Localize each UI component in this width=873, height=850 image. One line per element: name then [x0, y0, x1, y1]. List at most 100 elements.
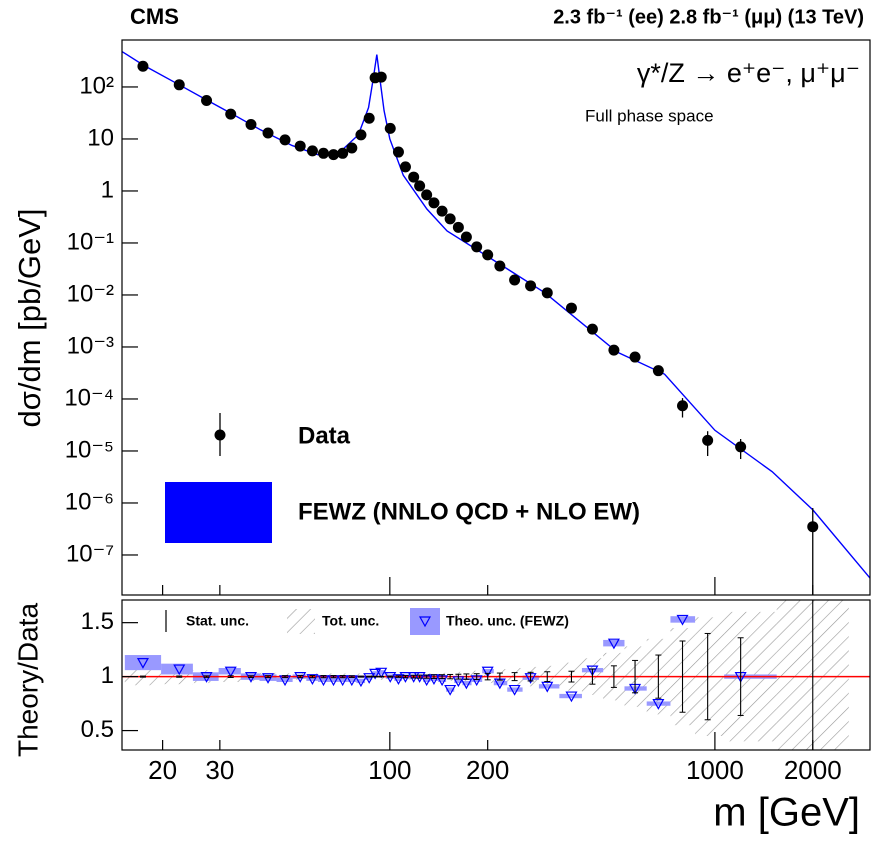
- data-point: [337, 147, 349, 159]
- y-axis-label: dσ/dm [pb/GeV]: [12, 208, 47, 427]
- data-point: [436, 205, 448, 217]
- theory-unc-box: [454, 678, 463, 684]
- experiment-label: CMS: [130, 4, 179, 29]
- ratio-marker: [703, 575, 713, 584]
- theory-unc-box: [394, 676, 402, 681]
- legend-icon: [410, 608, 440, 635]
- ratio-axis-label: Theory/Data: [12, 603, 43, 757]
- data-point: [346, 142, 358, 154]
- y-tick-label: 10⁻¹: [67, 228, 114, 255]
- luminosity-label: 2.3 fb⁻¹ (ee) 2.8 fb⁻¹ (μμ) (13 TeV): [553, 6, 864, 28]
- data-point: [471, 241, 483, 253]
- ratio-marker: [136, 657, 149, 669]
- theory-unc-box: [695, 576, 724, 582]
- legend-icon: [287, 609, 315, 634]
- data-point: [482, 249, 494, 261]
- data-point: [702, 434, 714, 446]
- annotation: Full phase space: [585, 106, 714, 125]
- theory-unc-box: [317, 677, 329, 683]
- ratio-marker: [392, 674, 405, 686]
- data-point: [735, 441, 747, 453]
- y-tick-label: 10⁻⁷: [66, 540, 114, 567]
- y-tick-label: 10: [87, 124, 114, 151]
- theory-unc-box: [378, 670, 386, 675]
- plot-frame: [121, 39, 871, 596]
- theory-unc-box: [365, 675, 373, 680]
- data-point: [375, 71, 387, 83]
- theory-unc-box: [538, 684, 560, 689]
- theory-unc-box: [559, 693, 582, 699]
- data-point: [428, 197, 440, 209]
- data-point: [541, 287, 553, 299]
- data-point: [460, 231, 472, 243]
- data-point: [677, 400, 689, 412]
- data-point: [355, 129, 367, 141]
- data-point: [452, 221, 464, 233]
- legend-icon: [418, 616, 432, 628]
- data-point: [279, 134, 291, 146]
- ratio-marker: [676, 614, 689, 626]
- ratio-marker: [607, 638, 620, 650]
- ratio-marker: [363, 673, 376, 684]
- data-point: [328, 149, 340, 161]
- data-point: [201, 94, 213, 106]
- y-tick-label: 0.5: [81, 716, 114, 743]
- theory-unc-box: [306, 676, 318, 681]
- y-tick-label: 1.5: [81, 608, 114, 635]
- data-point: [444, 213, 456, 225]
- y-tick-label: 10⁻²: [67, 280, 114, 307]
- ratio-marker: [306, 674, 319, 686]
- theory-unc-box: [493, 680, 508, 686]
- theory-unc-box: [372, 671, 379, 676]
- data-point: [262, 127, 274, 139]
- theory-unc-box: [423, 677, 431, 683]
- legend-label: Theo. unc. (FEWZ): [446, 613, 569, 629]
- data-point: [137, 60, 149, 72]
- x-tick-label: 2000: [784, 755, 842, 785]
- x-axis-label: m [GeV]: [713, 791, 860, 835]
- theory-unc-box: [338, 677, 348, 683]
- data-point: [306, 145, 318, 157]
- y-tick-label: 10⁻⁵: [65, 436, 114, 463]
- plot-frame: [121, 599, 871, 751]
- y-tick-label: 10⁻³: [67, 332, 114, 359]
- ratio-marker: [375, 667, 388, 679]
- legend-label: FEWZ (NNLO QCD + NLO EW): [298, 498, 640, 525]
- ratio-marker: [565, 691, 578, 703]
- plot-area: [122, 575, 870, 750]
- data-point: [392, 146, 404, 158]
- process-label: γ*/Z → e⁺e⁻, μ⁺μ⁻: [637, 58, 860, 88]
- theory-unc-box: [347, 677, 357, 683]
- theory-unc-box: [462, 680, 472, 686]
- ratio-marker: [294, 672, 307, 683]
- ratio-marker: [508, 684, 521, 696]
- y-tick-label: 10⁻⁴: [64, 384, 114, 411]
- ratio-marker: [369, 668, 382, 680]
- ratio-marker: [224, 666, 237, 678]
- data-point: [421, 189, 433, 201]
- data-point: [586, 323, 598, 335]
- x-tick-label: 200: [466, 755, 509, 785]
- y-tick-label: 10⁻⁶: [65, 488, 114, 515]
- legend-icon: [214, 429, 226, 441]
- theory-unc-box: [482, 669, 494, 674]
- data-point: [414, 180, 426, 192]
- ratio-marker: [541, 681, 554, 693]
- legend-icon: [165, 482, 272, 543]
- legend-label: Tot. unc.: [322, 613, 379, 629]
- data-point: [363, 112, 375, 124]
- data-point: [225, 108, 237, 120]
- theory-unc-box: [356, 678, 366, 684]
- ratio-marker: [652, 698, 665, 710]
- ratio-marker: [173, 664, 186, 676]
- data-point: [629, 351, 641, 363]
- data-point: [408, 171, 420, 183]
- y-tick-label: 1: [101, 662, 114, 689]
- x-tick-label: 20: [148, 755, 177, 785]
- x-tick-label: 100: [368, 755, 411, 785]
- data-point: [525, 280, 537, 292]
- theory-unc-box: [670, 616, 696, 623]
- data-point: [399, 161, 411, 173]
- y-tick-label: 1: [101, 176, 114, 203]
